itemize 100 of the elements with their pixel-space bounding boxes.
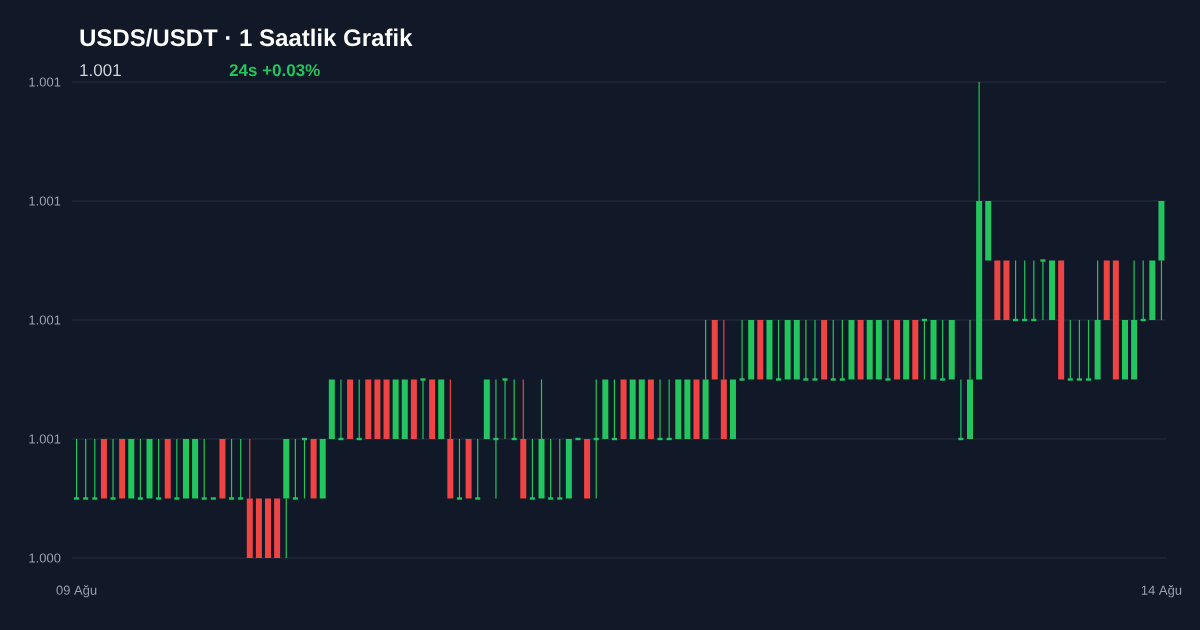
candlestick [784, 320, 791, 380]
candlestick [647, 379, 654, 439]
candlestick [255, 498, 262, 558]
candlestick [1149, 260, 1156, 320]
candlestick [774, 319, 783, 381]
candlestick [429, 379, 436, 439]
candlestick [392, 379, 399, 439]
candlestick [365, 379, 372, 439]
candlestick [811, 319, 819, 381]
candlestick [538, 378, 545, 499]
candlestick [738, 319, 746, 381]
y-tick-label: 1.001 [29, 77, 61, 87]
candlestick [501, 378, 509, 440]
candlestick [729, 379, 736, 439]
candlestick [857, 320, 864, 380]
candlestick [766, 320, 773, 380]
candlestick [100, 438, 107, 499]
candlestick [584, 438, 591, 499]
candlestick [1058, 260, 1065, 380]
candlestick [455, 438, 464, 500]
candlestick [602, 379, 609, 439]
candlestick [319, 438, 326, 499]
candlestick [219, 438, 226, 499]
candlestick [894, 320, 901, 380]
candlestick [483, 379, 490, 439]
candlestick [401, 379, 408, 439]
candlestick [1112, 260, 1119, 380]
candlestick [620, 379, 627, 439]
candlestick [1003, 260, 1010, 320]
candlestick [574, 437, 582, 441]
candlestick [966, 319, 973, 439]
candlestick [656, 378, 664, 441]
candlestick [684, 379, 691, 439]
candlestick [182, 438, 189, 499]
candlestick [629, 379, 636, 439]
candlestick [948, 320, 955, 380]
y-tick-label: 1.001 [29, 315, 61, 325]
candlestick [328, 379, 335, 439]
candlestick [1039, 259, 1047, 321]
candlestick [821, 320, 828, 380]
candlestick [310, 438, 317, 499]
candlestick [1158, 201, 1165, 321]
candlestick [274, 498, 281, 558]
candlestick [903, 320, 910, 380]
candlestick [119, 438, 126, 499]
candlestick [347, 379, 354, 439]
candlestick [702, 319, 709, 439]
candlestick [638, 379, 645, 439]
candlestick [438, 379, 445, 439]
candlestick [1084, 319, 1093, 381]
chart-subtitle: 1.001 [80, 64, 121, 77]
candlestick [829, 319, 837, 381]
candlestick [265, 498, 272, 558]
candlestick [693, 379, 700, 439]
candlestick [520, 378, 527, 499]
candlestick [1131, 259, 1138, 380]
candlestick [91, 438, 99, 500]
candlestick [1049, 260, 1056, 320]
candlestick [720, 319, 727, 439]
candlestick [748, 320, 755, 380]
candlestick [793, 320, 800, 380]
candlestick [227, 438, 236, 500]
candlestick [1094, 259, 1101, 380]
candlestick [866, 320, 873, 380]
candlestick [465, 438, 472, 499]
candlestick [1103, 260, 1110, 320]
candlestick [711, 320, 718, 380]
candlestick [1121, 320, 1128, 380]
candlestick [912, 320, 919, 380]
chart-title: USDS/USDT · 1 Saatlik Grafik [80, 28, 413, 47]
candlestick [447, 378, 454, 499]
candlestick [875, 320, 882, 380]
candlestick [985, 201, 992, 261]
candlestick [173, 438, 181, 500]
x-tick-label: 09 Ağu [56, 585, 97, 598]
candlestick [565, 438, 572, 499]
x-tick-label: 14 Ağu [1141, 585, 1182, 598]
candlestick [419, 378, 427, 440]
candlestick [757, 320, 764, 380]
y-tick-label: 1.000 [29, 553, 61, 563]
candlestick [109, 438, 117, 500]
candlestick [283, 438, 290, 559]
candlestick [72, 438, 81, 500]
y-tick-label: 1.001 [29, 196, 61, 206]
candlestick [200, 438, 208, 500]
candlestick [164, 438, 171, 499]
candlestick [930, 320, 937, 380]
candlestick [246, 438, 253, 558]
y-tick-label: 1.001 [29, 434, 61, 444]
candlestick [192, 438, 199, 499]
candlestick [848, 320, 855, 380]
candlestick [128, 438, 135, 499]
candlestick [994, 260, 1001, 320]
candlestick [383, 379, 390, 439]
candlestick [802, 319, 810, 381]
candlestick [146, 438, 153, 499]
candlestick [675, 379, 682, 439]
candlestick [884, 319, 892, 381]
candlestick [976, 81, 983, 380]
candlestick [410, 379, 417, 439]
